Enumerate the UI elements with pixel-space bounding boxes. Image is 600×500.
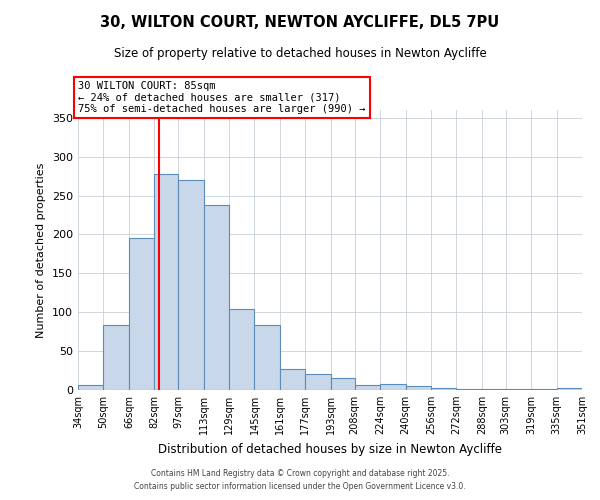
X-axis label: Distribution of detached houses by size in Newton Aycliffe: Distribution of detached houses by size … — [158, 442, 502, 456]
Bar — [129, 238, 154, 390]
Text: Size of property relative to detached houses in Newton Aycliffe: Size of property relative to detached ho… — [113, 48, 487, 60]
Bar — [531, 389, 557, 390]
Bar — [557, 388, 582, 390]
Bar — [406, 386, 431, 390]
Bar — [103, 326, 129, 390]
Bar — [380, 384, 406, 390]
Bar — [229, 309, 254, 390]
Bar — [431, 388, 457, 390]
Bar — [254, 326, 280, 390]
Text: Contains public sector information licensed under the Open Government Licence v3: Contains public sector information licen… — [134, 482, 466, 491]
Bar — [280, 369, 305, 390]
Bar — [178, 180, 203, 390]
Bar — [506, 389, 531, 390]
Bar — [203, 205, 229, 390]
Text: 30, WILTON COURT, NEWTON AYCLIFFE, DL5 7PU: 30, WILTON COURT, NEWTON AYCLIFFE, DL5 7… — [100, 15, 500, 30]
Bar — [154, 174, 178, 390]
Bar — [331, 378, 355, 390]
Bar — [305, 374, 331, 390]
Bar — [355, 386, 380, 390]
Text: 30 WILTON COURT: 85sqm
← 24% of detached houses are smaller (317)
75% of semi-de: 30 WILTON COURT: 85sqm ← 24% of detached… — [78, 80, 365, 114]
Bar — [482, 389, 506, 390]
Y-axis label: Number of detached properties: Number of detached properties — [37, 162, 46, 338]
Bar — [78, 386, 103, 390]
Bar — [457, 389, 482, 390]
Text: Contains HM Land Registry data © Crown copyright and database right 2025.: Contains HM Land Registry data © Crown c… — [151, 468, 449, 477]
